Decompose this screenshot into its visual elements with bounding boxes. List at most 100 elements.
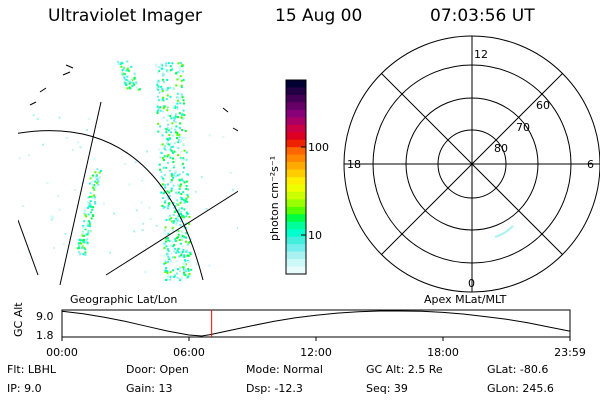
emission-speck <box>88 202 91 205</box>
x-tick-label-0000: 00:00 <box>46 346 78 359</box>
emission-speck <box>85 212 88 215</box>
emission-speck <box>181 112 184 115</box>
emission-speck <box>171 145 174 148</box>
emission-speck <box>163 229 166 232</box>
emission-speck <box>185 211 188 214</box>
emission-speck <box>180 229 183 232</box>
emission-speck <box>119 63 122 65</box>
emission-speck <box>175 131 177 134</box>
emission-speck <box>175 217 178 220</box>
emission-speck <box>169 194 171 197</box>
emission-speck <box>144 271 147 274</box>
orbit-altitude-line <box>61 310 570 337</box>
emission-speck <box>22 205 25 207</box>
emission-speck <box>173 250 176 253</box>
emission-speck <box>169 260 172 263</box>
emission-speck <box>174 128 177 131</box>
emission-speck <box>157 130 160 133</box>
emission-speck <box>180 158 182 161</box>
emission-speck <box>183 254 186 257</box>
emission-speck <box>173 150 176 153</box>
emission-speck <box>165 98 168 101</box>
emission-speck <box>185 232 188 235</box>
emission-speck <box>89 204 92 207</box>
emission-speck <box>166 142 169 145</box>
emission-speck <box>177 215 180 218</box>
emission-speck <box>179 138 182 141</box>
emission-speck <box>176 137 178 139</box>
gain-status: Gain: 13 <box>126 382 173 395</box>
emission-speck <box>208 134 211 137</box>
emission-speck <box>169 276 172 279</box>
emission-speck <box>170 117 173 120</box>
emission-speck <box>66 137 69 139</box>
emission-speck <box>171 241 174 244</box>
emission-speck <box>79 252 82 254</box>
emission-speck <box>164 242 167 245</box>
emission-speck <box>163 146 166 148</box>
emission-speck <box>167 107 170 110</box>
emission-speck <box>181 245 184 248</box>
emission-speck <box>166 109 169 112</box>
emission-speck <box>174 238 177 241</box>
geographic-image-panel <box>18 60 238 285</box>
emission-speck <box>183 143 186 146</box>
emission-speck <box>181 70 184 73</box>
emission-speck <box>200 175 203 178</box>
emission-speck <box>179 179 182 182</box>
colorbar-cell <box>286 251 306 260</box>
emission-speck <box>125 69 128 72</box>
emission-speck <box>99 169 102 172</box>
emission-speck <box>166 119 169 122</box>
emission-speck <box>155 224 158 227</box>
emission-speck <box>172 176 175 179</box>
emission-speck <box>174 115 177 118</box>
emission-speck <box>92 196 95 199</box>
emission-speck <box>179 141 182 144</box>
emission-speck <box>160 170 163 173</box>
emission-speck <box>83 234 86 237</box>
emission-speck <box>162 166 165 169</box>
emission-speck <box>177 229 180 232</box>
emission-speck <box>162 67 165 70</box>
emission-speck <box>86 241 89 244</box>
emission-speck <box>135 86 138 89</box>
emission-speck <box>88 117 91 120</box>
emission-speck <box>185 180 188 183</box>
emission-speck <box>174 158 177 161</box>
emission-speck <box>141 179 144 182</box>
emission-speck <box>169 128 172 131</box>
emission-speck <box>172 134 175 137</box>
sequence-status: Seq: 39 <box>366 382 408 395</box>
emission-speck <box>149 218 152 220</box>
emission-speck <box>86 224 89 227</box>
emission-speck <box>182 99 185 102</box>
emission-speck <box>158 148 161 151</box>
emission-speck <box>177 191 180 194</box>
emission-speck <box>181 256 184 258</box>
emission-speck <box>131 85 134 88</box>
emission-speck <box>46 182 49 185</box>
emission-speck <box>82 253 85 256</box>
limb-tick <box>62 71 71 76</box>
ip-status: IP: 9.0 <box>7 382 42 395</box>
emission-speck <box>91 184 94 186</box>
emission-speck <box>183 216 186 219</box>
emission-speck <box>168 134 171 137</box>
emission-speck <box>170 146 173 148</box>
colorbar-cell <box>286 221 306 230</box>
emission-speck <box>177 247 180 250</box>
emission-speck <box>181 178 184 181</box>
emission-speck <box>188 251 191 254</box>
emission-speck <box>182 180 185 183</box>
emission-speck <box>181 162 184 165</box>
emission-speck <box>166 69 169 72</box>
emission-speck <box>165 218 168 221</box>
emission-speck <box>90 205 93 208</box>
emission-speck <box>186 249 189 252</box>
emission-speck <box>178 270 181 273</box>
emission-speck <box>168 191 171 194</box>
emission-speck <box>183 166 185 169</box>
emission-speck <box>64 232 67 235</box>
emission-speck <box>188 222 191 225</box>
